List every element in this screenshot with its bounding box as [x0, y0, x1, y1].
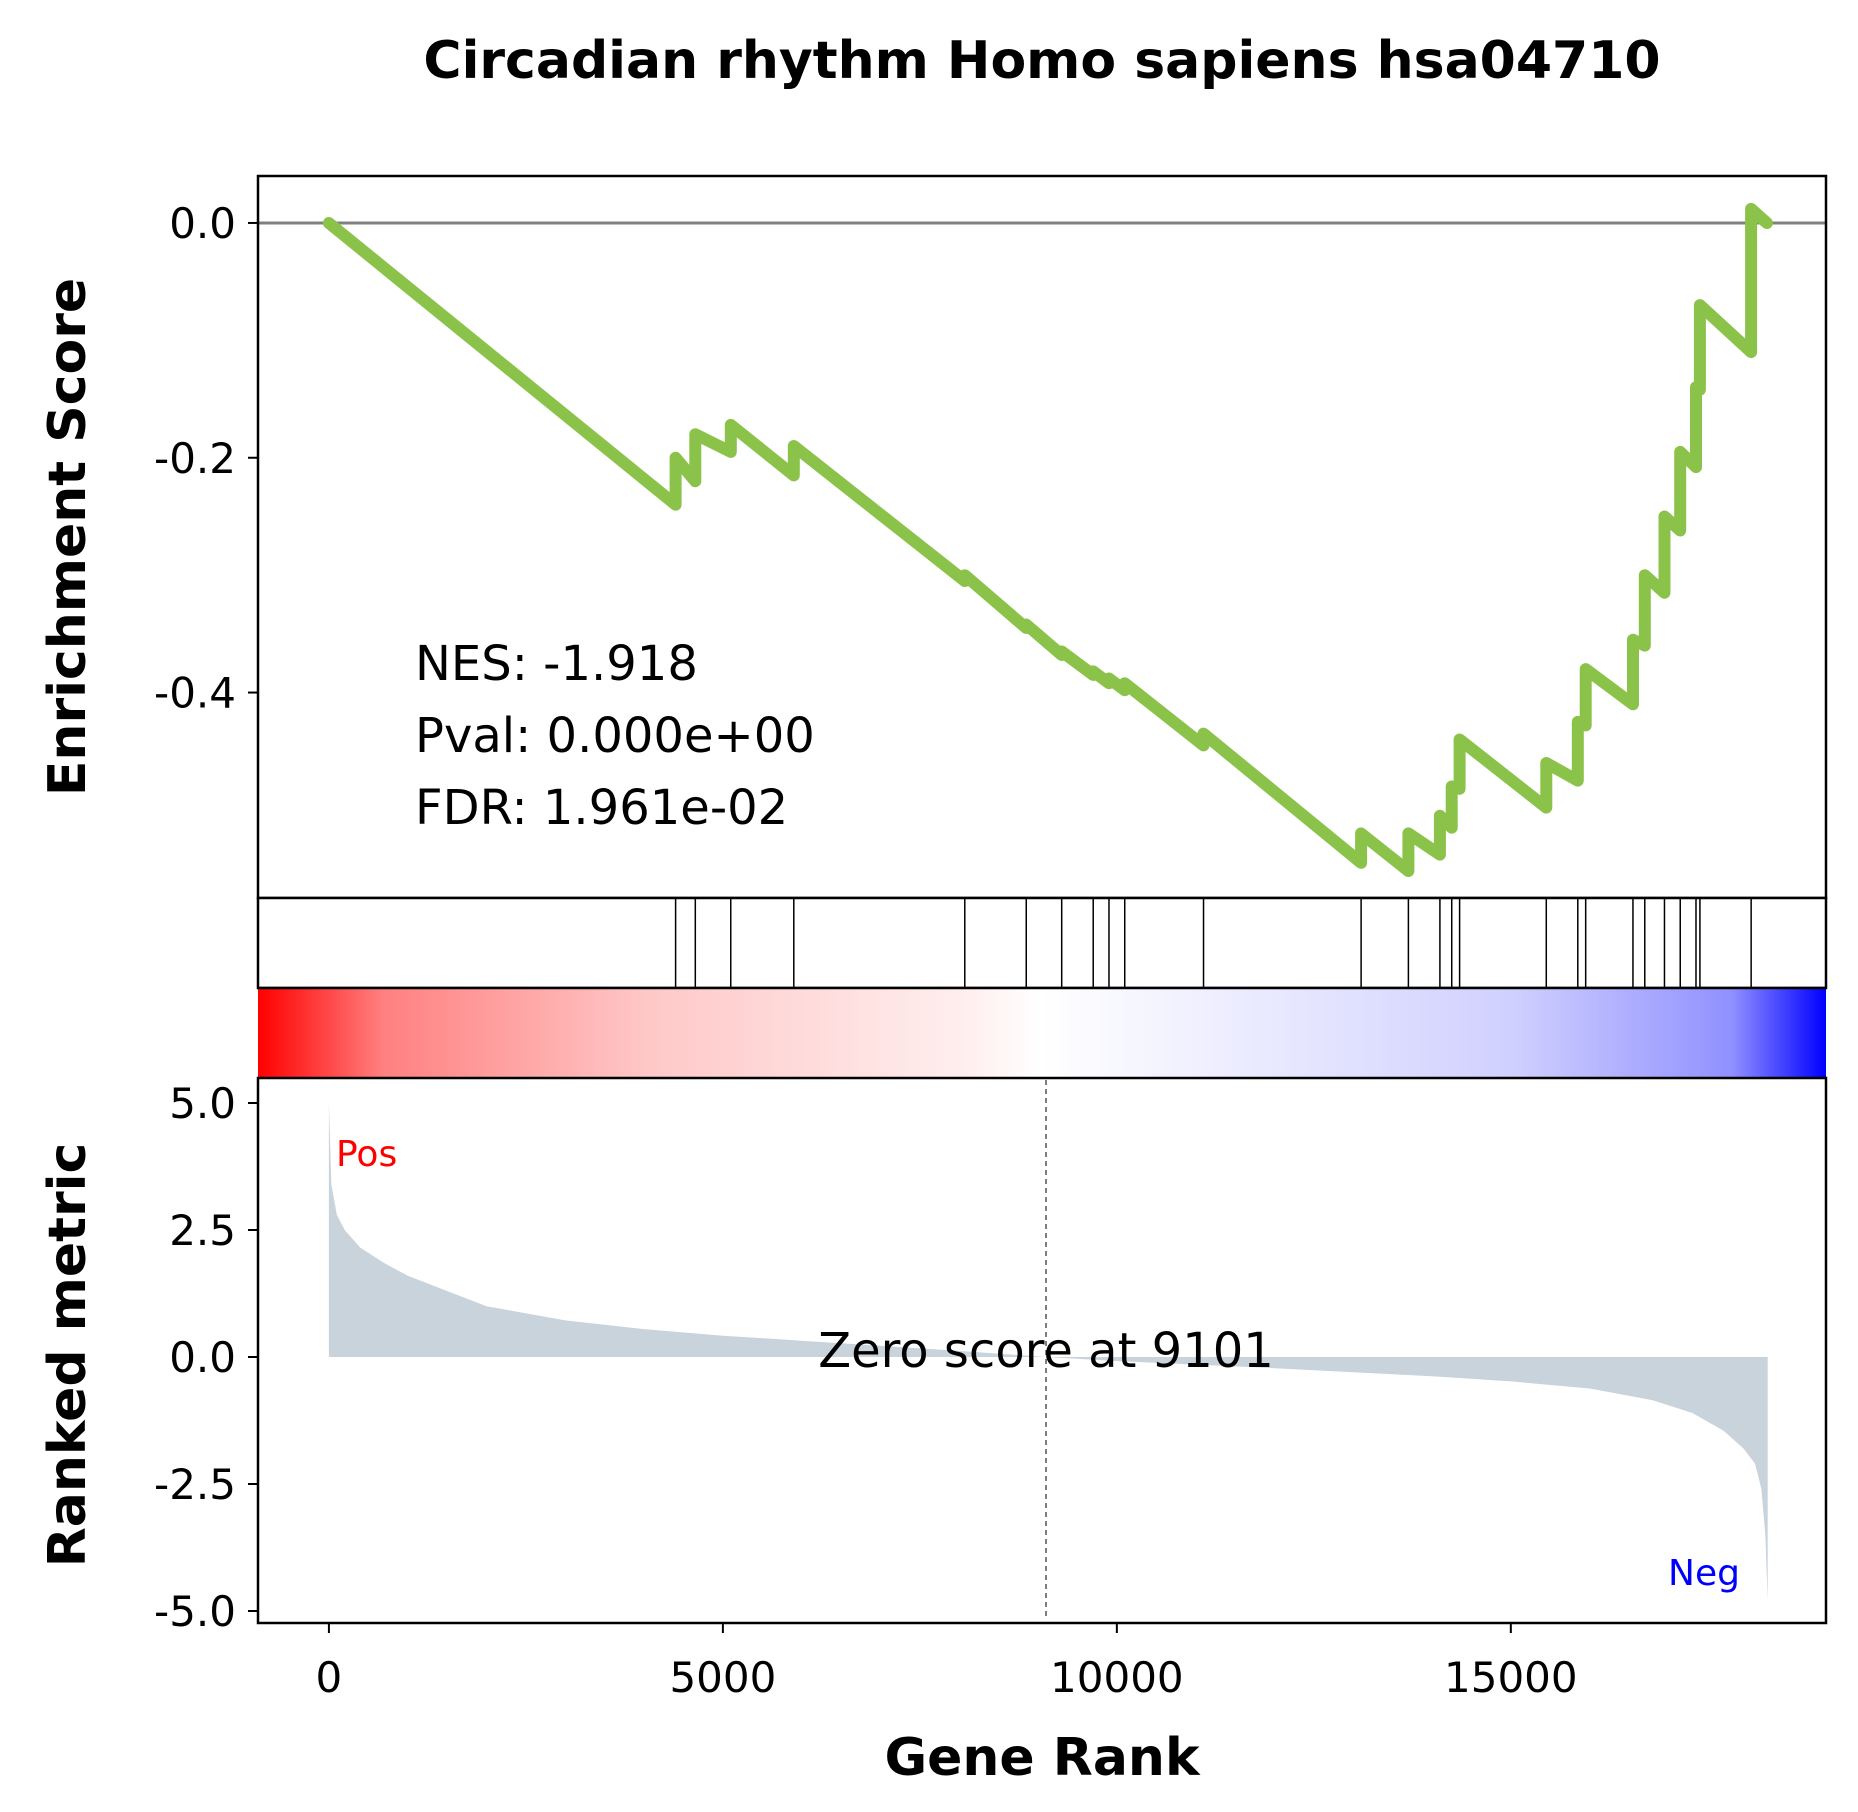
metric-frame — [256, 1076, 1828, 1625]
metric-y-tick-label: 5.0 — [169, 1079, 236, 1128]
metric-y-axis-label: Ranked metric — [38, 1143, 98, 1568]
metric-y-ticks: 5.0 2.5 0.0 -2.5 -5.0 — [154, 1079, 258, 1636]
ranked-metric-area — [328, 1103, 1768, 1601]
metric-y-tick-label: 2.5 — [169, 1206, 236, 1255]
es-y-ticks: 0.0 -0.2 -0.4 — [154, 199, 258, 718]
x-axis-label: Gene Rank — [884, 1728, 1200, 1788]
x-tick-label: 10000 — [1050, 1653, 1184, 1702]
metric-y-tick-label: 0.0 — [169, 1333, 236, 1382]
x-tick-label: 5000 — [669, 1653, 776, 1702]
es-y-tick-label: -0.2 — [154, 434, 236, 483]
hit-lines — [674, 898, 1752, 988]
es-panel: 0.0-0.2-0.4 NES: -1.918 Pval: 0.000e+00 … — [38, 174, 1828, 900]
neg-label: Neg — [1668, 1553, 1740, 1594]
metric-panel: Zero score at 9101 Pos Neg 5.0 2.5 0.0 -2.5… — [38, 986, 1828, 1636]
zero-score-label: Zero score at 9101 — [818, 1323, 1274, 1379]
chart-title: Circadian rhythm Homo sapiens hsa04710 — [423, 31, 1660, 91]
x-tick-label: 15000 — [1444, 1653, 1578, 1702]
metric-y-tick-label: -2.5 — [154, 1460, 236, 1509]
pval-label: Pval: 0.000e+00 — [415, 708, 815, 764]
x-tick-label: 0 — [316, 1653, 343, 1702]
es-line — [322, 202, 1773, 877]
hits-panel — [256, 896, 1828, 990]
hits-frame — [256, 896, 1828, 990]
fdr-label: FDR: 1.961e-02 — [415, 780, 788, 836]
nes-label: NES: -1.918 — [415, 636, 698, 692]
x-axis-ticks: 0 5000 10000 15000 — [316, 1623, 1578, 1702]
es-y-axis-label: Enrichment Score — [38, 278, 98, 796]
rank-gradient-bar — [258, 988, 1826, 1078]
metric-y-tick-label: -5.0 — [154, 1587, 236, 1636]
es-y-tick-label: 0.0 — [169, 199, 236, 248]
es-series-line — [322, 202, 1773, 877]
pos-label: Pos — [336, 1134, 397, 1175]
es-y-tick-label: -0.4 — [154, 669, 236, 718]
